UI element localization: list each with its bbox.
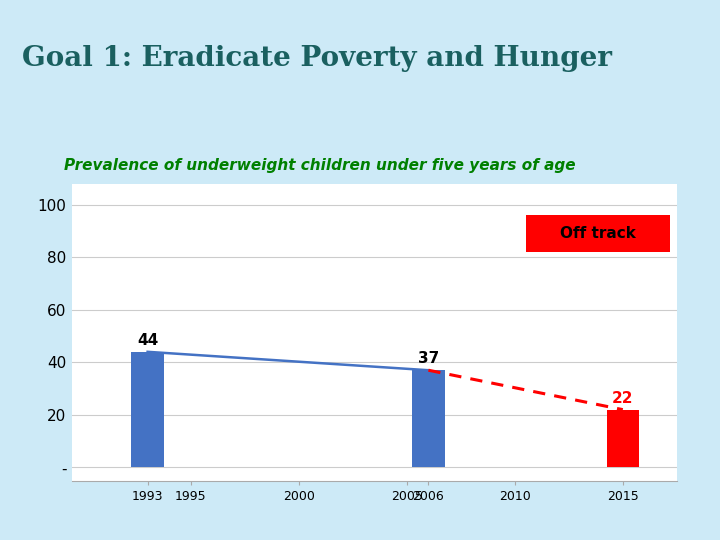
Text: 22: 22 [612,391,634,406]
Text: Prevalence of underweight children under five years of age: Prevalence of underweight children under… [63,158,575,173]
Bar [606,410,639,468]
Text: 44: 44 [137,333,158,348]
Bar [132,352,164,468]
Text: Goal 1: Eradicate Poverty and Hunger: Goal 1: Eradicate Poverty and Hunger [22,45,611,72]
Text: 37: 37 [418,351,439,366]
Text: Off track: Off track [560,226,636,241]
Bar [412,370,444,468]
FancyBboxPatch shape [526,215,670,252]
